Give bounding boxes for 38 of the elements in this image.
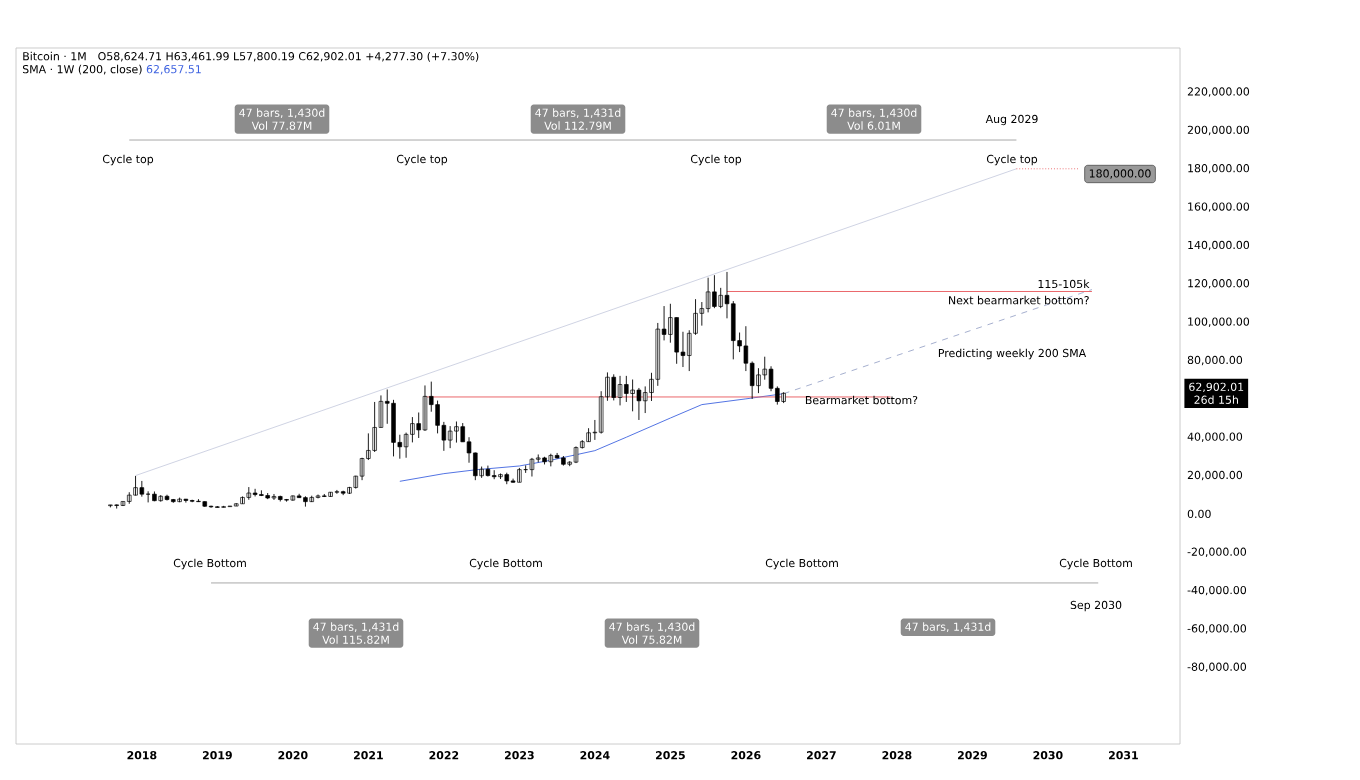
candlestick <box>586 427 591 443</box>
candlestick <box>781 391 786 404</box>
candlestick <box>422 385 428 432</box>
line-series <box>399 393 785 482</box>
candlestick <box>504 472 510 485</box>
candlestick <box>139 480 145 498</box>
candlestick <box>183 498 189 504</box>
candlestick <box>265 492 270 500</box>
candlestick <box>340 490 346 496</box>
candlestick <box>573 445 579 464</box>
candlestick <box>630 379 635 412</box>
candlestick <box>164 494 170 501</box>
candlestick <box>328 491 333 498</box>
candlestick <box>171 498 176 504</box>
candlestick <box>309 495 314 503</box>
candlestick <box>202 500 207 508</box>
candlestick <box>517 467 522 483</box>
candlestick <box>454 421 459 444</box>
candlestick <box>712 274 717 309</box>
candlestick <box>617 375 623 406</box>
candlestick <box>624 375 629 403</box>
candlestick <box>334 489 340 495</box>
candlestick <box>611 373 616 401</box>
candlestick <box>177 497 182 503</box>
candlestick <box>303 495 308 508</box>
candlestick <box>259 489 264 497</box>
candlestick <box>296 493 302 499</box>
candlestick <box>133 475 138 496</box>
candlestick <box>158 494 163 503</box>
candlestick <box>498 473 503 480</box>
candlestick <box>561 455 566 467</box>
candlestick <box>278 495 283 502</box>
candlestick <box>542 456 547 465</box>
candlestick <box>372 401 377 453</box>
candlestick <box>271 493 277 501</box>
candlestick <box>290 495 296 502</box>
candlestick <box>548 453 554 467</box>
candlestick <box>246 486 252 501</box>
